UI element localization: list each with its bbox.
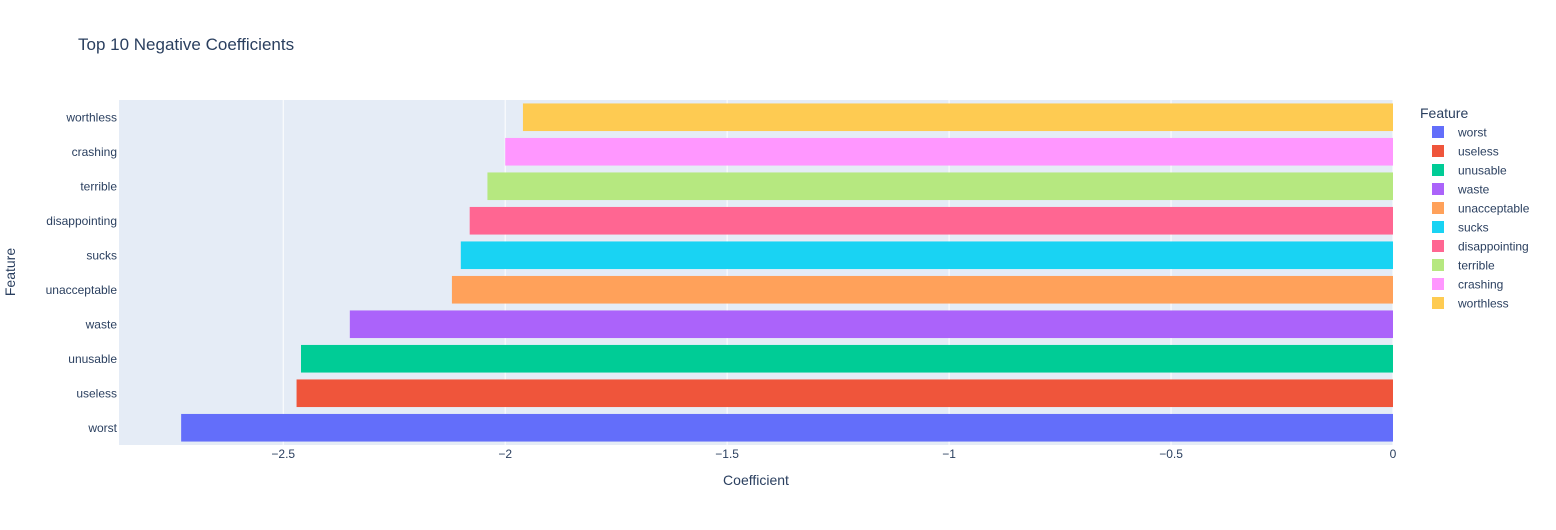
- chart-title: Top 10 Negative Coefficients: [78, 35, 294, 54]
- x-tick-label: −0.5: [1159, 447, 1183, 461]
- legend-label: worthless: [1457, 297, 1509, 311]
- x-tick-label: −2: [498, 447, 512, 461]
- legend-item-waste[interactable]: waste: [1432, 183, 1490, 197]
- bar-worst[interactable]: [181, 413, 1393, 442]
- legend-swatch: [1432, 240, 1444, 252]
- y-tick-label: disappointing: [46, 214, 117, 228]
- legend-swatch: [1432, 164, 1444, 176]
- y-tick-label: crashing: [72, 145, 117, 159]
- legend-swatch: [1432, 278, 1444, 290]
- legend-item-worthless[interactable]: worthless: [1432, 297, 1509, 311]
- y-tick-label: terrible: [80, 179, 117, 193]
- bar-useless[interactable]: [296, 379, 1393, 408]
- legend-swatch: [1432, 221, 1444, 233]
- bar-worthless[interactable]: [522, 103, 1393, 132]
- legend-item-useless[interactable]: useless: [1432, 145, 1499, 159]
- y-tick-label: unusable: [68, 352, 117, 366]
- legend-item-terrible[interactable]: terrible: [1432, 259, 1495, 273]
- y-tick-label: worst: [87, 421, 117, 435]
- legend-swatch: [1432, 183, 1444, 195]
- legend-swatch: [1432, 297, 1444, 309]
- bars: [181, 103, 1394, 442]
- legend[interactable]: Feature worst useless unusable waste unaccep…: [1420, 105, 1530, 311]
- legend-item-sucks[interactable]: sucks: [1432, 221, 1489, 235]
- x-axis-title: Coefficient: [723, 472, 789, 488]
- legend-label: waste: [1457, 183, 1490, 197]
- bar-unusable[interactable]: [301, 344, 1393, 373]
- legend-label: disappointing: [1458, 240, 1529, 254]
- y-tick-label: unacceptable: [46, 283, 118, 297]
- legend-item-worst[interactable]: worst: [1432, 126, 1487, 140]
- y-tick-labels: worst useless unusable waste unacceptable suc…: [46, 110, 118, 435]
- y-tick-label: sucks: [86, 248, 117, 262]
- y-tick-label: waste: [85, 317, 118, 331]
- bar-waste[interactable]: [349, 310, 1394, 339]
- bar-sucks[interactable]: [460, 241, 1393, 270]
- bar-disappointing[interactable]: [469, 206, 1393, 235]
- x-tick-label: −1: [942, 447, 956, 461]
- x-tick-label: −2.5: [271, 447, 295, 461]
- legend-swatch: [1432, 202, 1444, 214]
- legend-title: Feature: [1420, 105, 1468, 121]
- legend-item-crashing[interactable]: crashing: [1432, 278, 1503, 292]
- x-tick-label: −1.5: [715, 447, 739, 461]
- bar-unacceptable[interactable]: [451, 275, 1393, 304]
- x-tick-label: 0: [1390, 447, 1397, 461]
- legend-label: worst: [1457, 126, 1487, 140]
- y-tick-label: useless: [76, 386, 117, 400]
- x-tick-labels: −2.5 −2 −1.5 −1 −0.5 0: [271, 447, 1396, 461]
- legend-label: crashing: [1458, 278, 1503, 292]
- legend-label: useless: [1458, 145, 1499, 159]
- legend-item-disappointing[interactable]: disappointing: [1432, 240, 1529, 254]
- y-axis-title: Feature: [2, 248, 18, 296]
- legend-item-unacceptable[interactable]: unacceptable: [1432, 202, 1530, 216]
- legend-label: terrible: [1458, 259, 1495, 273]
- legend-label: unacceptable: [1458, 202, 1530, 216]
- legend-swatch: [1432, 126, 1444, 138]
- legend-swatch: [1432, 259, 1444, 271]
- bar-terrible[interactable]: [487, 172, 1393, 201]
- legend-label: unusable: [1458, 164, 1507, 178]
- legend-item-unusable[interactable]: unusable: [1432, 164, 1507, 178]
- y-tick-label: worthless: [65, 110, 117, 124]
- legend-label: sucks: [1458, 221, 1489, 235]
- legend-swatch: [1432, 145, 1444, 157]
- legend-items[interactable]: worst useless unusable waste unacceptable suc…: [1432, 126, 1530, 311]
- bar-crashing[interactable]: [505, 137, 1393, 166]
